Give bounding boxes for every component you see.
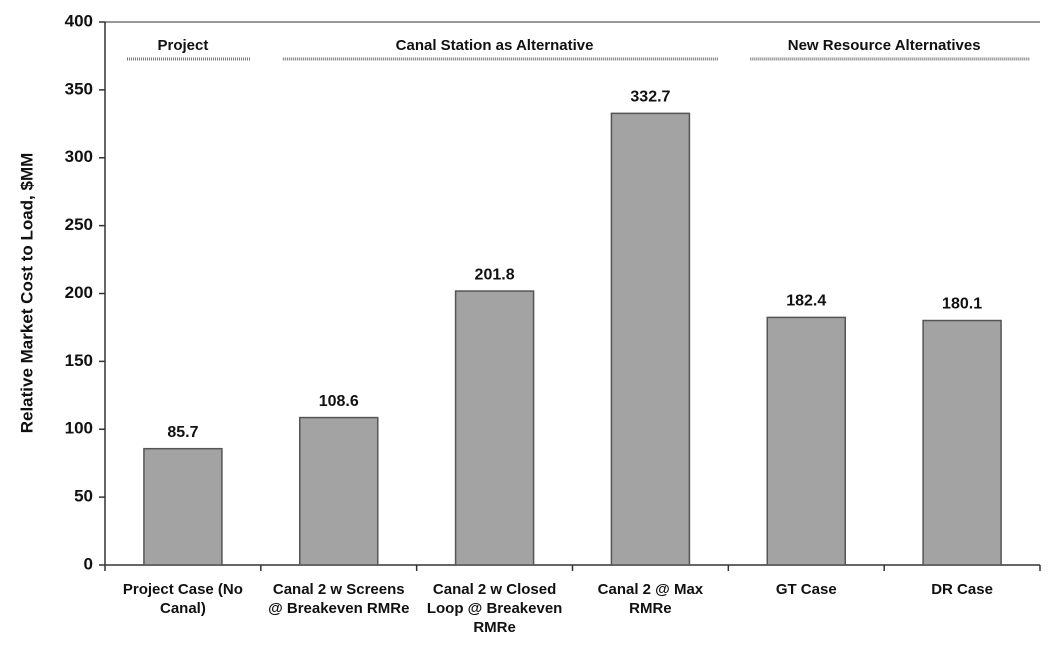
y-tick-label: 50 (74, 487, 93, 506)
y-tick-label: 400 (65, 11, 93, 30)
y-tick-label: 300 (65, 147, 93, 166)
value-label: 332.7 (630, 89, 670, 106)
bar (143, 447, 223, 566)
group-label: Canal Station as Alternative (396, 37, 594, 54)
value-label: 180.1 (942, 296, 982, 313)
x-tick-label: Canal 2 @ Max RMRe (597, 581, 704, 617)
value-label: 201.8 (475, 266, 515, 283)
bar (299, 416, 379, 566)
group-label: Project (157, 37, 208, 54)
bar (766, 316, 846, 566)
value-label: 108.6 (319, 393, 359, 410)
bar (454, 290, 535, 566)
y-tick-label: 0 (84, 554, 93, 573)
y-axis-label: Relative Market Cost to Load, $MM (17, 153, 36, 434)
y-tick-label: 150 (65, 351, 93, 370)
bar (610, 112, 691, 566)
x-tick-label: Canal 2 w Closed Loop @ Breakeven RMRe (426, 581, 563, 636)
y-tick-label: 350 (65, 79, 93, 98)
y-tick-label: 100 (65, 419, 93, 438)
x-tick-label: Project Case (No Canal) (122, 581, 243, 617)
bar (922, 319, 1002, 566)
value-label: 85.7 (167, 424, 198, 441)
value-label: 182.4 (786, 293, 826, 310)
group-label: New Resource Alternatives (788, 37, 981, 54)
x-tick-label: DR Case (931, 581, 993, 598)
x-tick-label: GT Case (775, 581, 837, 598)
y-tick-label: 250 (65, 215, 93, 234)
y-tick-label: 200 (65, 283, 93, 302)
x-tick-label: Canal 2 w Screens @ Breakeven RMRe (268, 581, 410, 617)
